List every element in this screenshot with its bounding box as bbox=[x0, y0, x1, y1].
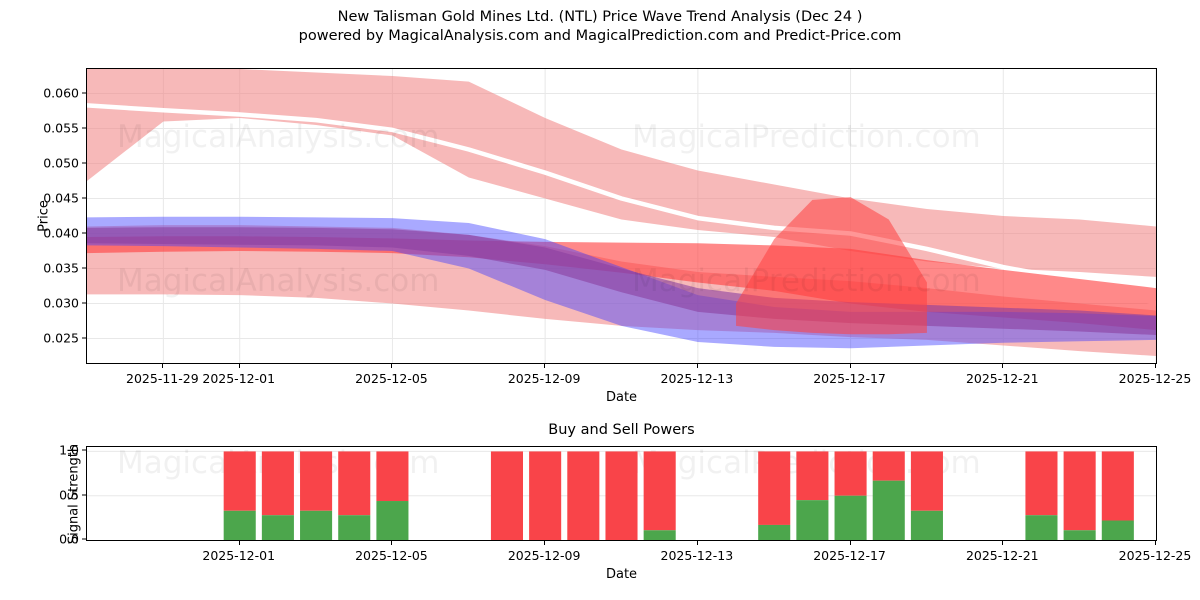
power-x-tick: 2025-12-13 bbox=[660, 548, 734, 563]
svg-text:MagicalAnalysis.com: MagicalAnalysis.com bbox=[117, 119, 439, 155]
bar-group bbox=[338, 451, 371, 540]
price-y-tick: 0.035 bbox=[43, 260, 79, 275]
chart-title: New Talisman Gold Mines Ltd. (NTL) Price… bbox=[337, 9, 863, 25]
bar-group bbox=[567, 451, 600, 540]
bar-group bbox=[910, 451, 943, 540]
price-x-tick-mark bbox=[1002, 364, 1004, 368]
power-x-tick-mark bbox=[1002, 541, 1004, 545]
svg-text:MagicalAnalysis.com: MagicalAnalysis.com bbox=[117, 263, 439, 299]
bar-group bbox=[300, 451, 333, 540]
price-y-tick-mark bbox=[82, 162, 86, 163]
price-wave-chart: MagicalAnalysis.com MagicalPrediction.com… bbox=[36, 68, 1191, 405]
price-x-tick: 2025-12-01 bbox=[202, 371, 276, 386]
price-x-tick-mark bbox=[162, 364, 164, 368]
page-title: New Talisman Gold Mines Ltd. (NTL) Price… bbox=[0, 8, 1200, 46]
power-x-tick: 2025-12-25 bbox=[1118, 548, 1192, 563]
power-y-tick: 1.0 bbox=[59, 442, 79, 458]
price-y-tick-mark bbox=[82, 267, 86, 268]
price-y-tick: 0.030 bbox=[43, 295, 79, 310]
buy-sell-powers-chart: Buy and Sell Powers MagicalAnalysis.comM… bbox=[59, 422, 1191, 582]
svg-text:MagicalPrediction.com: MagicalPrediction.com bbox=[632, 119, 981, 155]
bar-group bbox=[376, 451, 409, 540]
price-y-tick: 0.060 bbox=[43, 85, 79, 100]
price-y-tick: 0.040 bbox=[43, 225, 79, 240]
price-x-tick: 2025-12-09 bbox=[507, 371, 581, 386]
power-y-tick-mark bbox=[82, 494, 86, 496]
price-x-tick-mark bbox=[696, 364, 698, 368]
bar-group bbox=[529, 451, 562, 540]
power-x-tick: 2025-12-09 bbox=[507, 548, 581, 563]
price-x-tick: 2025-11-29 bbox=[126, 371, 199, 386]
price-x-tick: 2025-12-21 bbox=[965, 371, 1039, 386]
power-x-tick: 2025-12-05 bbox=[355, 548, 428, 563]
power-y-tick: 0.0 bbox=[59, 531, 79, 547]
power-x-tick-mark bbox=[391, 541, 393, 545]
bar-group bbox=[872, 451, 905, 540]
bar-group bbox=[1025, 451, 1058, 540]
power-y-tick-mark bbox=[82, 449, 86, 451]
price-y-tick-mark bbox=[82, 302, 86, 303]
price-y-tick-mark bbox=[82, 127, 86, 128]
bar-group bbox=[834, 451, 867, 540]
price-x-tick-mark bbox=[1155, 364, 1156, 368]
price-x-tick-mark bbox=[544, 364, 546, 368]
price-x-tick-mark bbox=[849, 364, 851, 368]
price-y-tick: 0.025 bbox=[43, 330, 79, 345]
power-x-tick-mark bbox=[849, 541, 851, 545]
price-x-tick-mark bbox=[391, 364, 393, 368]
chart-subtitle: powered by MagicalAnalysis.com and Magic… bbox=[298, 28, 902, 44]
price-y-tick-mark bbox=[82, 232, 86, 233]
power-x-tick-mark bbox=[238, 541, 240, 545]
price-x-tick: 2025-12-25 bbox=[1118, 371, 1192, 386]
price-y-tick-mark bbox=[82, 337, 86, 338]
price-y-tick: 0.050 bbox=[43, 155, 79, 170]
svg-text:MagicalPrediction.com: MagicalPrediction.com bbox=[632, 263, 981, 299]
price-x-tick-mark bbox=[238, 364, 240, 368]
price-y-tick-mark bbox=[82, 197, 86, 198]
price-plot-area: MagicalAnalysis.com MagicalPrediction.com… bbox=[86, 68, 1157, 364]
power-x-tick-mark bbox=[544, 541, 546, 545]
price-x-tick: 2025-12-13 bbox=[660, 371, 734, 386]
price-y-tick: 0.045 bbox=[43, 190, 79, 205]
bar-group bbox=[490, 451, 523, 540]
price-x-tick: 2025-12-05 bbox=[355, 371, 428, 386]
bar-group bbox=[1101, 451, 1134, 540]
price-x-axis-label: Date bbox=[605, 390, 638, 405]
power-x-tick: 2025-12-21 bbox=[965, 548, 1039, 563]
bar-group bbox=[758, 451, 791, 540]
power-x-tick-mark bbox=[1155, 541, 1156, 545]
power-y-tick: 0.5 bbox=[59, 487, 79, 503]
price-y-tick-mark bbox=[82, 92, 86, 93]
power-x-axis-label: Date bbox=[605, 567, 638, 582]
power-x-tick: 2025-12-01 bbox=[202, 548, 276, 563]
bar-group bbox=[261, 451, 294, 540]
price-wave-svg: MagicalAnalysis.com MagicalPrediction.com… bbox=[87, 69, 1156, 363]
bar-group bbox=[643, 451, 676, 540]
power-y-tick-mark bbox=[82, 538, 86, 540]
bar-group bbox=[796, 451, 829, 540]
power-x-tick-mark bbox=[696, 541, 698, 545]
price-y-tick: 0.055 bbox=[43, 120, 79, 135]
power-chart-title: Buy and Sell Powers bbox=[548, 422, 695, 438]
bar-group bbox=[223, 451, 256, 540]
price-x-tick: 2025-12-17 bbox=[813, 371, 886, 386]
bar-group bbox=[605, 451, 638, 540]
bar-group bbox=[1063, 451, 1096, 540]
power-x-tick: 2025-12-17 bbox=[813, 548, 886, 563]
